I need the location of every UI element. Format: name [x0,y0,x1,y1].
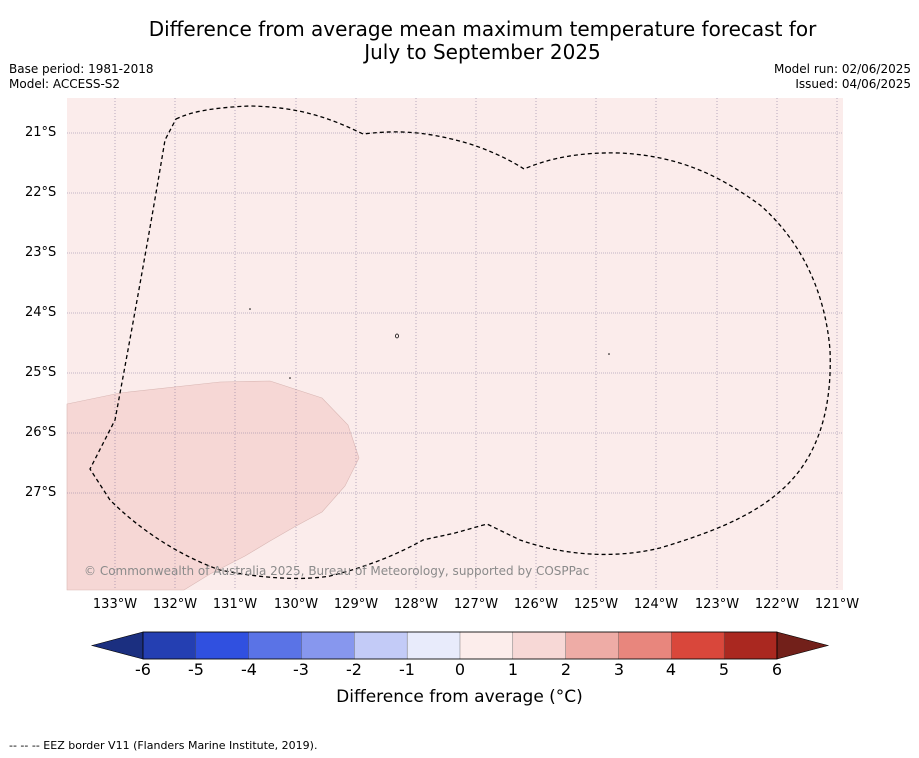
colorbar-segment [248,631,303,660]
lon-label: 126°W [513,597,559,612]
lon-label: 127°W [453,597,499,612]
lat-label: 23°S [25,245,57,260]
longitude-gridlines [114,98,838,590]
lon-label: 130°W [273,597,319,612]
lon-label: 124°W [633,597,679,612]
lat-label: 27°S [25,485,57,500]
colorbar-tick: 6 [771,660,783,679]
latitude-gridlines [67,132,843,494]
lon-label: 129°W [333,597,379,612]
meta-left: Base period: 1981-2018 Model: ACCESS-S2 [9,62,154,92]
colorbar-segment [459,631,514,660]
colorbar-tick: 1 [507,660,519,679]
eez-border [89,105,831,580]
colorbar-tick: 2 [560,660,572,679]
issued-date: Issued: 04/06/2025 [795,77,911,91]
colorbar-segment [618,631,672,660]
lon-label: 132°W [152,597,198,612]
island-marker [289,377,291,379]
colorbar-segment [301,631,355,660]
colorbar-tick: 5 [718,660,730,679]
model-run: Model run: 02/06/2025 [773,62,911,76]
lat-label: 22°S [25,185,57,200]
model-name: Model: ACCESS-S2 [9,77,121,91]
credit-text: © Commonwealth of Australia 2025, Bureau… [84,564,590,578]
colorbar-outline [142,631,778,660]
lat-label: 26°S [25,425,57,440]
colorbar-arrow-high [776,631,830,660]
title-line-2: July to September 2025 [364,40,601,64]
colorbar-tick: -3 [293,660,309,679]
island-marker [249,308,251,310]
base-period: Base period: 1981-2018 [9,62,154,76]
colorbar-segment [406,631,461,660]
colorbar-segment [565,631,620,660]
lon-label: 121°W [814,597,860,612]
colorbar-tick: -4 [241,660,257,679]
colorbar [90,631,830,660]
colorbar-tick: -6 [135,660,151,679]
colorbar-label: Difference from average (°C) [336,687,583,707]
map-title: Difference from average mean maximum tem… [60,18,905,64]
colorbar-segment [142,631,197,660]
colorbar-segment [671,631,725,660]
colorbar-segment [512,631,567,660]
eez-legend-note: -- -- -- EEZ border V11 (Flanders Marine… [9,739,318,752]
meta-right: Model run: 02/06/2025 Issued: 04/06/2025 [774,62,911,92]
lon-label: 125°W [573,597,619,612]
colorbar-segment [195,631,250,660]
colorbar-segment [354,631,408,660]
colorbar-segment [723,631,778,660]
lon-label: 123°W [694,597,740,612]
lon-label: 122°W [754,597,800,612]
colorbar-tick: -2 [346,660,362,679]
lat-label: 25°S [25,365,57,380]
island-marker [395,333,399,339]
title-line-1: Difference from average mean maximum tem… [148,17,817,41]
colorbar-tick: 4 [665,660,677,679]
island-marker [608,353,610,355]
lat-label: 21°S [25,125,57,140]
colorbar-arrow-low [90,631,144,660]
lon-label: 131°W [212,597,258,612]
lon-label: 128°W [393,597,439,612]
colorbar-tick: -1 [399,660,415,679]
colorbar-tick: 3 [613,660,625,679]
colorbar-tick: -5 [188,660,204,679]
lat-label: 24°S [25,305,57,320]
lon-label: 133°W [92,597,138,612]
colorbar-tick: 0 [454,660,466,679]
